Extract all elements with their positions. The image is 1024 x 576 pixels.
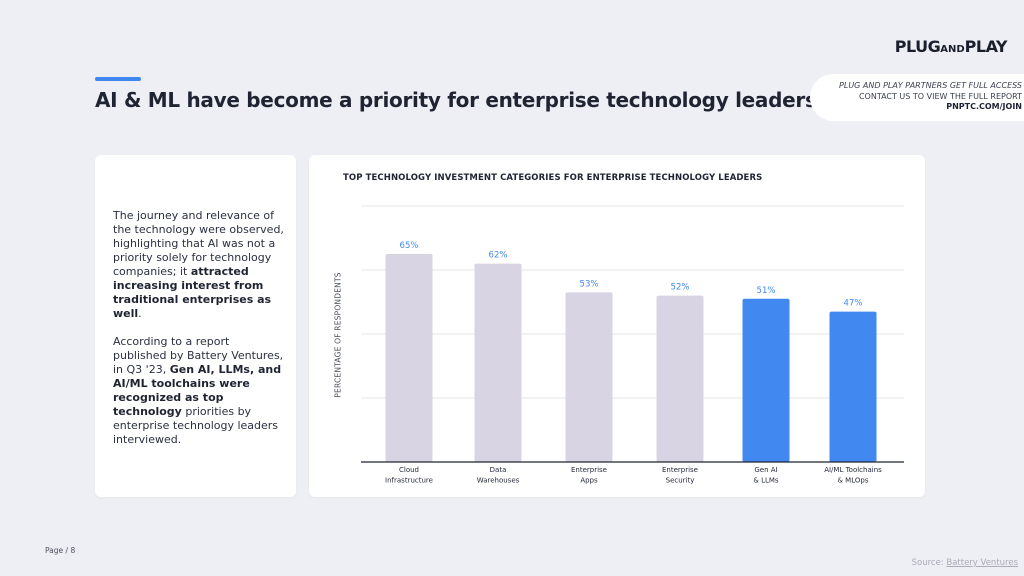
source-prefix: Source: [911, 558, 947, 568]
logo-right: PLAY [964, 37, 1008, 56]
category-label-4-0: Gen AI [754, 466, 777, 474]
category-label-0-1: Infrastructure [385, 477, 433, 485]
bar-4 [742, 298, 790, 462]
logo-mid: AND [940, 44, 965, 55]
value-label-1: 62% [489, 251, 508, 261]
bar-5 [829, 311, 877, 462]
promo-line-2: CONTACT US TO VIEW THE FULL REPORT [858, 91, 1022, 101]
paragraph-1: The journey and relevance of the technol… [113, 209, 285, 321]
bar-chart: 65% 62% 53% 52% 51% 47% Cloud Infrastructure Da… [361, 205, 904, 485]
source-note: Source: Battery Ventures [912, 558, 1018, 568]
category-label-3-0: Enterprise [662, 466, 698, 474]
promo-line-1: PLUG AND PLAY PARTNERS GET FULL ACCESS [839, 81, 1022, 90]
value-label-2: 53% [580, 279, 599, 289]
p2-start: According to a report published by Batte… [113, 335, 284, 376]
chart-category-labels: Cloud Infrastructure Data Warehouses Enterpr… [385, 466, 882, 485]
chart-gridlines [361, 205, 904, 399]
p2-bold: Gen AI, LLMs, and AI/ML toolchains were … [113, 363, 282, 418]
value-label-0: 65% [400, 241, 419, 251]
p1-bold: attracted increasing interest from tradi… [113, 265, 272, 320]
chart-bars [385, 254, 877, 462]
logo-left: PLUG [894, 37, 941, 56]
p1-end: . [138, 307, 142, 320]
source-link[interactable]: Battery Ventures [946, 558, 1018, 568]
category-label-2-1: Apps [580, 477, 598, 485]
category-label-3-1: Security [666, 477, 695, 485]
page-number: Page / 8 [45, 546, 76, 555]
page-title: AI & ML have become a priority for enter… [95, 88, 817, 112]
category-label-0-0: Cloud [399, 466, 419, 474]
bar-2 [565, 292, 613, 462]
paragraph-2: According to a report published by Batte… [113, 335, 285, 447]
text-card-body: The journey and relevance of the technol… [113, 209, 285, 461]
value-label-3: 52% [671, 283, 690, 293]
category-label-1-1: Warehouses [477, 477, 520, 485]
value-label-4: 51% [757, 286, 776, 296]
category-label-2-0: Enterprise [571, 466, 607, 474]
promo-badge[interactable]: PLUG AND PLAY PARTNERS GET FULL ACCESS C… [810, 74, 1024, 121]
plugandplay-logo: PLUGANDPLAY [894, 37, 1008, 56]
category-label-5-0: AI/ML Toolchains [824, 466, 882, 474]
bar-3 [656, 295, 704, 462]
bar-1 [474, 263, 522, 462]
category-label-4-1: & LLMs [753, 477, 779, 485]
value-label-5: 47% [844, 299, 863, 309]
title-accent-bar [95, 77, 141, 81]
p2-end: priorities by enterprise technology lead… [113, 405, 279, 446]
chart-value-labels: 65% 62% 53% 52% 51% 47% [400, 241, 863, 309]
promo-link[interactable]: PNPTC.COM/JOIN [946, 102, 1022, 111]
text-card [95, 155, 296, 497]
p1-plain: The journey and relevance of the technol… [113, 209, 284, 278]
category-label-1-0: Data [490, 466, 507, 474]
category-label-5-1: & MLOps [838, 477, 869, 485]
chart-title: TOP TECHNOLOGY INVESTMENT CATEGORIES FOR… [343, 173, 763, 183]
bar-0 [385, 254, 433, 462]
